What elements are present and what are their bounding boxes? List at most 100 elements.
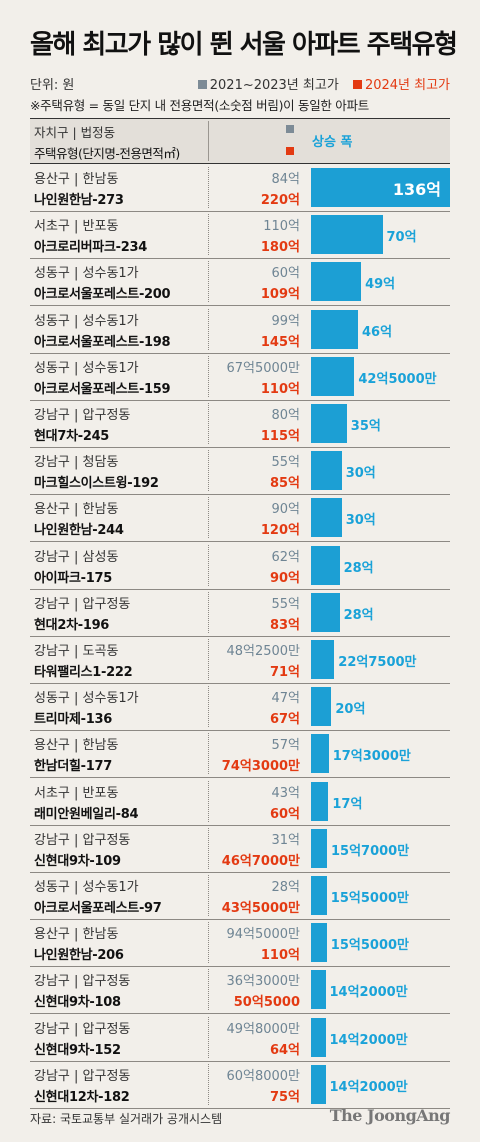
rise-label: 15억7000만 — [331, 843, 410, 859]
curr-high-price: 60억 — [269, 806, 300, 822]
district-label: 서초구 | 반포동 — [34, 219, 119, 235]
prev-high-price: 80억 — [271, 408, 300, 423]
row-divider — [208, 167, 210, 208]
housing-type-label: 래미안원베일리-84 — [34, 806, 139, 822]
housing-type-label: 아크로리버파크-234 — [34, 240, 147, 256]
header-rise-label: 상승 폭 — [312, 135, 353, 150]
prev-high-price: 57억 — [271, 738, 300, 754]
curr-high-price: 83억 — [269, 617, 300, 633]
row-divider — [208, 875, 210, 916]
prev-high-price: 43억 — [271, 785, 300, 801]
district-label: 용산구 | 한남동 — [34, 172, 119, 187]
curr-high-price: 71억 — [269, 665, 300, 680]
housing-type-label: 현대2차-196 — [34, 617, 110, 633]
curr-high-price: 46억7000만 — [221, 853, 300, 869]
housing-type-label: 마크힐스이스트윙-192 — [34, 476, 159, 492]
district-label: 서초구 | 반포동 — [34, 785, 119, 801]
district-label: 강남구 | 압구정동 — [34, 1021, 131, 1037]
legend-prev-swatch — [197, 80, 207, 89]
header-divider — [208, 121, 210, 161]
rise-bar — [311, 640, 335, 679]
rise-label: 30억 — [345, 466, 376, 482]
table-row: 강남구 | 압구정동 신현대9차-152 49억8000만 64억 14억2000만 — [30, 1014, 450, 1062]
table-row: 용산구 | 한남동 한남더힐-177 57억 74억3000만 17억3000만 — [30, 730, 450, 779]
table-row: 성동구 | 성수동1가 트리마제-136 47억 67억 20억 — [30, 683, 450, 732]
row-divider — [208, 686, 210, 728]
table-row: 강남구 | 청담동 마크힐스이스트윙-192 55억 85억 30억 — [30, 447, 450, 496]
housing-type-label: 아크로서울포레스트-198 — [34, 334, 171, 350]
rise-bar — [311, 734, 329, 774]
legend: 2021~2023년 최고가 2024년 최고가 — [197, 74, 450, 93]
row-divider — [208, 827, 210, 869]
curr-high-price: 120억 — [260, 523, 300, 539]
rise-bar — [311, 262, 362, 302]
prev-high-price: 60억8000만 — [226, 1068, 300, 1084]
rise-bar — [311, 356, 355, 396]
table-row: 서초구 | 반포동 아크로리버파크-234 110억 180억 70억 — [30, 211, 450, 260]
rise-label: 70억 — [386, 230, 417, 246]
curr-high-price: 50억5000 — [233, 995, 300, 1011]
curr-high-price: 110억 — [260, 948, 300, 964]
curr-high-price: 43억5000만 — [221, 901, 300, 916]
curr-high-price: 145억 — [260, 334, 300, 350]
prev-high-price: 28억 — [271, 880, 300, 895]
rise-label: 17억 — [332, 796, 363, 812]
legend-prev-label: 2021~2023년 최고가 — [209, 78, 339, 93]
district-label: 성동구 | 성수동1가 — [34, 313, 139, 329]
row-divider — [208, 544, 210, 586]
housing-type-label: 신현대9차-152 — [34, 1042, 121, 1058]
district-label: 강남구 | 압구정동 — [34, 1068, 131, 1084]
table-row: 성동구 | 성수동1가 아크로서울포레스트-97 28억 43억5000만 15억500… — [30, 872, 450, 920]
curr-high-price: 90억 — [269, 570, 300, 586]
rise-label: 20억 — [335, 702, 366, 718]
district-label: 강남구 | 압구정동 — [34, 832, 131, 848]
prev-high-price: 55억 — [271, 455, 300, 471]
row-divider — [208, 1063, 210, 1105]
row-divider — [208, 780, 210, 822]
row-divider — [208, 450, 210, 492]
rise-bar — [311, 970, 326, 1010]
rise-label: 136억 — [392, 180, 441, 199]
prev-high-price: 55억 — [271, 596, 300, 612]
row-divider — [208, 497, 210, 539]
housing-type-label: 아크로서울포레스트-159 — [34, 381, 171, 397]
row-divider — [208, 261, 210, 303]
rise-bar — [311, 781, 329, 821]
district-label: 용산구 | 한남동 — [34, 927, 119, 943]
header-district: 자치구 | 법정동 — [34, 125, 116, 140]
rise-label: 15억5000만 — [330, 938, 409, 954]
rise-bar — [311, 498, 342, 538]
rise-label: 49억 — [365, 277, 396, 293]
rise-label: 42억5000만 — [358, 371, 437, 387]
prev-high-price: 84억 — [271, 172, 300, 187]
rise-label: 28억 — [343, 607, 374, 623]
table-row: 강남구 | 압구정동 신현대12차-182 60억8000만 75억 14억2000만 — [30, 1061, 450, 1109]
district-label: 강남구 | 압구정동 — [34, 596, 131, 612]
rise-label: 22억7500만 — [338, 655, 417, 670]
rise-label: 35억 — [350, 419, 381, 434]
rise-bar — [311, 545, 340, 585]
housing-type-label: 신현대9차-108 — [34, 995, 121, 1011]
legend-prev: 2021~2023년 최고가 — [197, 78, 339, 93]
rise-bar — [311, 876, 327, 915]
table-row: 용산구 | 한남동 나인원한남-206 94억5000만 110억 15억5000만 — [30, 919, 450, 968]
definition-note: ※주택유형 = 동일 단지 내 전용면적(소숫점 버림)이 동일한 아파트 — [30, 98, 369, 113]
rise-label: 46억 — [362, 324, 393, 340]
housing-type-label: 현대7차-245 — [34, 429, 110, 444]
curr-high-price: 74억3000만 — [221, 759, 300, 775]
prev-high-price: 99억 — [271, 313, 300, 329]
rise-bar — [311, 687, 332, 727]
rise-bar — [311, 592, 340, 632]
rise-bar — [311, 828, 327, 868]
row-divider — [208, 355, 210, 397]
table-row: 강남구 | 도곡동 타워팰리스1-222 48억2500만 71억 22억7500만 — [30, 636, 450, 684]
district-label: 성동구 | 성수동1가 — [34, 880, 139, 895]
prev-high-price: 67억5000만 — [226, 360, 300, 376]
district-label: 성동구 | 성수동1가 — [34, 360, 139, 376]
rise-label: 30억 — [345, 513, 376, 529]
prev-high-price: 62억 — [271, 549, 300, 565]
curr-high-price: 110억 — [260, 381, 300, 397]
housing-type-label: 트리마제-136 — [34, 712, 112, 728]
curr-high-price: 220억 — [260, 193, 300, 208]
